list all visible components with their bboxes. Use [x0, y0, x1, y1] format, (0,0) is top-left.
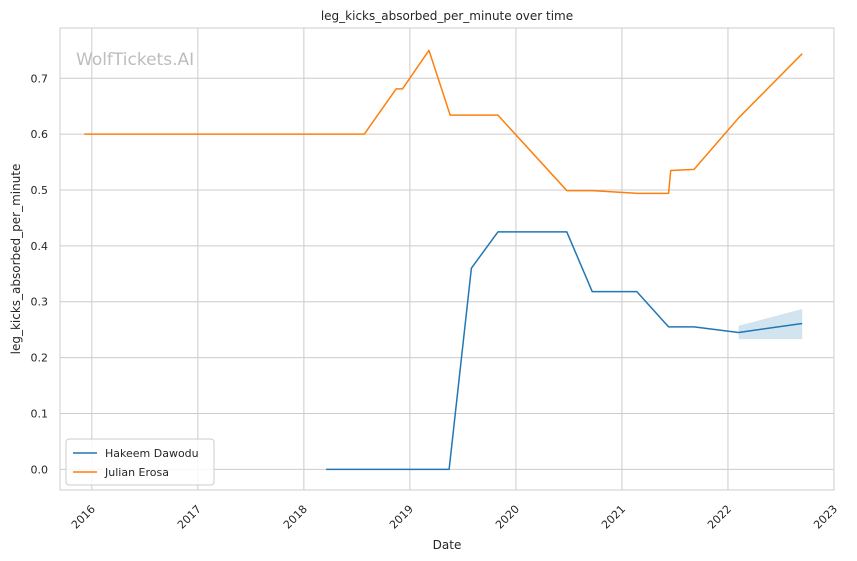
grid: [60, 28, 835, 490]
legend-label: Julian Erosa: [104, 466, 169, 479]
y-tick-label: 0.0: [31, 463, 49, 476]
series-line: [84, 49, 803, 195]
x-tick-label: 2021: [599, 503, 628, 532]
series-line: [326, 231, 803, 471]
watermark: WolfTickets.AI: [76, 50, 194, 70]
confidence-band-layer: [738, 308, 803, 340]
x-axis-label: Date: [433, 538, 462, 552]
y-tick-label: 0.1: [31, 407, 49, 420]
y-tick-label: 0.7: [31, 72, 49, 85]
y-tick-label: 0.4: [31, 240, 49, 253]
y-tick-label: 0.5: [31, 184, 49, 197]
plot-frame: [59, 27, 835, 491]
series-lines: [84, 49, 803, 471]
confidence-band: [738, 308, 803, 340]
legend-label: Hakeem Dawodu: [105, 447, 199, 460]
y-tick-label: 0.2: [31, 352, 49, 365]
x-tick-labels: 2016 2017 2018 2019 2020 2021 2022 2023: [69, 503, 840, 532]
legend-frame: [65, 438, 215, 486]
x-tick-label: 2016: [69, 503, 98, 532]
y-tick-labels: 0.0 0.1 0.2 0.3 0.4 0.5 0.6 0.7: [31, 72, 49, 476]
x-tick-label: 2017: [175, 503, 204, 532]
legend: Hakeem Dawodu Julian Erosa: [65, 438, 215, 486]
y-axis-label: leg_kicks_absorbed_per_minute: [9, 164, 23, 355]
x-tick-label: 2023: [811, 503, 840, 532]
x-tick-label: 2022: [705, 503, 734, 532]
x-tick-label: 2018: [281, 503, 310, 532]
x-tick-label: 2020: [493, 503, 522, 532]
chart-title: leg_kicks_absorbed_per_minute over time: [321, 9, 573, 23]
y-tick-label: 0.6: [31, 128, 49, 141]
y-tick-label: 0.3: [31, 296, 49, 309]
x-tick-label: 2019: [387, 503, 416, 532]
